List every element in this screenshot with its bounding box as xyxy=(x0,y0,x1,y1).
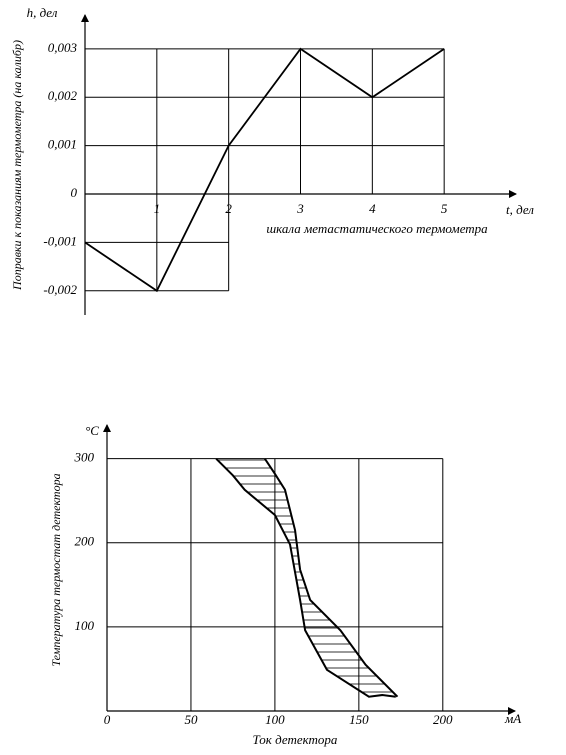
x-tick-label: 100 xyxy=(265,712,285,727)
y-tick-label: 0 xyxy=(71,185,78,200)
x-tick-label: 1 xyxy=(154,201,161,216)
y-tick-label: 0,002 xyxy=(48,88,78,103)
x-tick-label: 50 xyxy=(184,712,198,727)
y-tick-label: 100 xyxy=(75,618,95,633)
hatch-area xyxy=(216,458,398,697)
x-tick-label: 200 xyxy=(433,712,453,727)
x-tick-label: 2 xyxy=(225,201,232,216)
y-tick-label: 200 xyxy=(75,534,95,549)
x-axis-label: Ток детектора xyxy=(253,732,338,747)
x-tick-label: 4 xyxy=(369,201,376,216)
boundary-line xyxy=(215,457,396,698)
x-tick-label: 5 xyxy=(441,201,448,216)
x-axis-label: шкала метастатического термометра xyxy=(266,221,488,236)
x-tick-label: 150 xyxy=(349,712,369,727)
boundary-line xyxy=(263,458,399,698)
x-tick-label: 0 xyxy=(104,712,111,727)
y-axis-top-label: h, дел xyxy=(27,5,58,20)
y-tick-label: 0,003 xyxy=(48,40,78,55)
x-axis-end-label: мА xyxy=(504,711,521,726)
y-axis-label: Поправки к показаниям термометра (на кал… xyxy=(10,40,24,291)
y-axis-top-label: °C xyxy=(85,423,99,438)
y-tick-label: -0,002 xyxy=(43,282,77,297)
y-tick-label: 300 xyxy=(74,450,95,465)
y-tick-label: 0,001 xyxy=(48,137,77,152)
x-axis-end-label: t, дел xyxy=(506,202,534,217)
data-line xyxy=(84,47,445,293)
y-axis-label: Температура термостат детектора xyxy=(49,473,63,666)
x-tick-label: 3 xyxy=(296,201,304,216)
y-tick-label: -0,001 xyxy=(43,233,77,248)
